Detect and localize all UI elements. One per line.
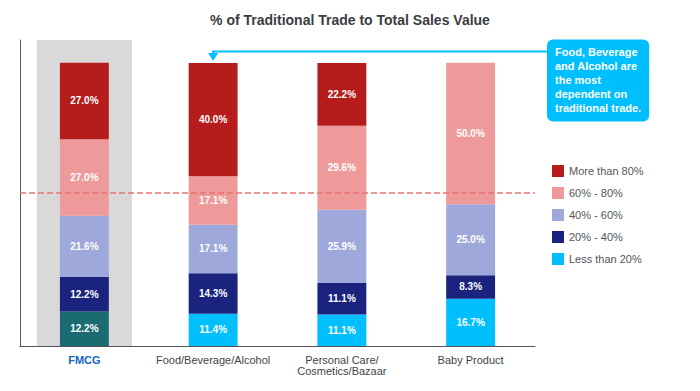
svg-text:27.0%: 27.0% (70, 95, 98, 106)
svg-text:14.3%: 14.3% (199, 288, 227, 299)
svg-text:17.1%: 17.1% (199, 195, 227, 206)
svg-text:and Alcohol are: and Alcohol are (555, 60, 637, 72)
svg-text:12.2%: 12.2% (70, 289, 98, 300)
svg-text:25.0%: 25.0% (456, 234, 484, 245)
svg-text:Cosmetics/Bazaar: Cosmetics/Bazaar (297, 365, 387, 377)
svg-text:FMCG: FMCG (68, 354, 100, 366)
svg-text:8.3%: 8.3% (459, 281, 482, 292)
svg-text:% of Traditional Trade to Tota: % of Traditional Trade to Total Sales Va… (210, 12, 490, 28)
svg-text:12.2%: 12.2% (70, 323, 98, 334)
svg-text:40% - 60%: 40% - 60% (569, 209, 623, 221)
svg-text:Food/Beverage/Alcohol: Food/Beverage/Alcohol (156, 354, 270, 366)
svg-text:Food, Beverage: Food, Beverage (555, 46, 638, 58)
svg-text:17.1%: 17.1% (199, 243, 227, 254)
svg-text:11.1%: 11.1% (328, 293, 356, 304)
svg-text:11.1%: 11.1% (328, 325, 356, 336)
svg-text:the most: the most (555, 74, 601, 86)
svg-text:27.0%: 27.0% (70, 172, 98, 183)
svg-text:11.4%: 11.4% (199, 324, 227, 335)
svg-text:16.7%: 16.7% (456, 317, 484, 328)
svg-text:Less than 20%: Less than 20% (569, 253, 642, 265)
svg-text:20% - 40%: 20% - 40% (569, 231, 623, 243)
svg-text:21.6%: 21.6% (70, 241, 98, 252)
svg-text:25.9%: 25.9% (328, 241, 356, 252)
svg-text:More than 80%: More than 80% (569, 165, 644, 177)
svg-text:traditional trade.: traditional trade. (555, 102, 641, 114)
svg-text:29.6%: 29.6% (328, 162, 356, 173)
svg-text:60% - 80%: 60% - 80% (569, 187, 623, 199)
svg-text:dependent on: dependent on (555, 88, 627, 100)
svg-text:22.2%: 22.2% (328, 89, 356, 100)
svg-text:50.0%: 50.0% (456, 128, 484, 139)
svg-text:Personal Care/: Personal Care/ (305, 353, 379, 366)
svg-text:40.0%: 40.0% (199, 114, 227, 125)
svg-text:Baby Product: Baby Product (438, 354, 504, 366)
